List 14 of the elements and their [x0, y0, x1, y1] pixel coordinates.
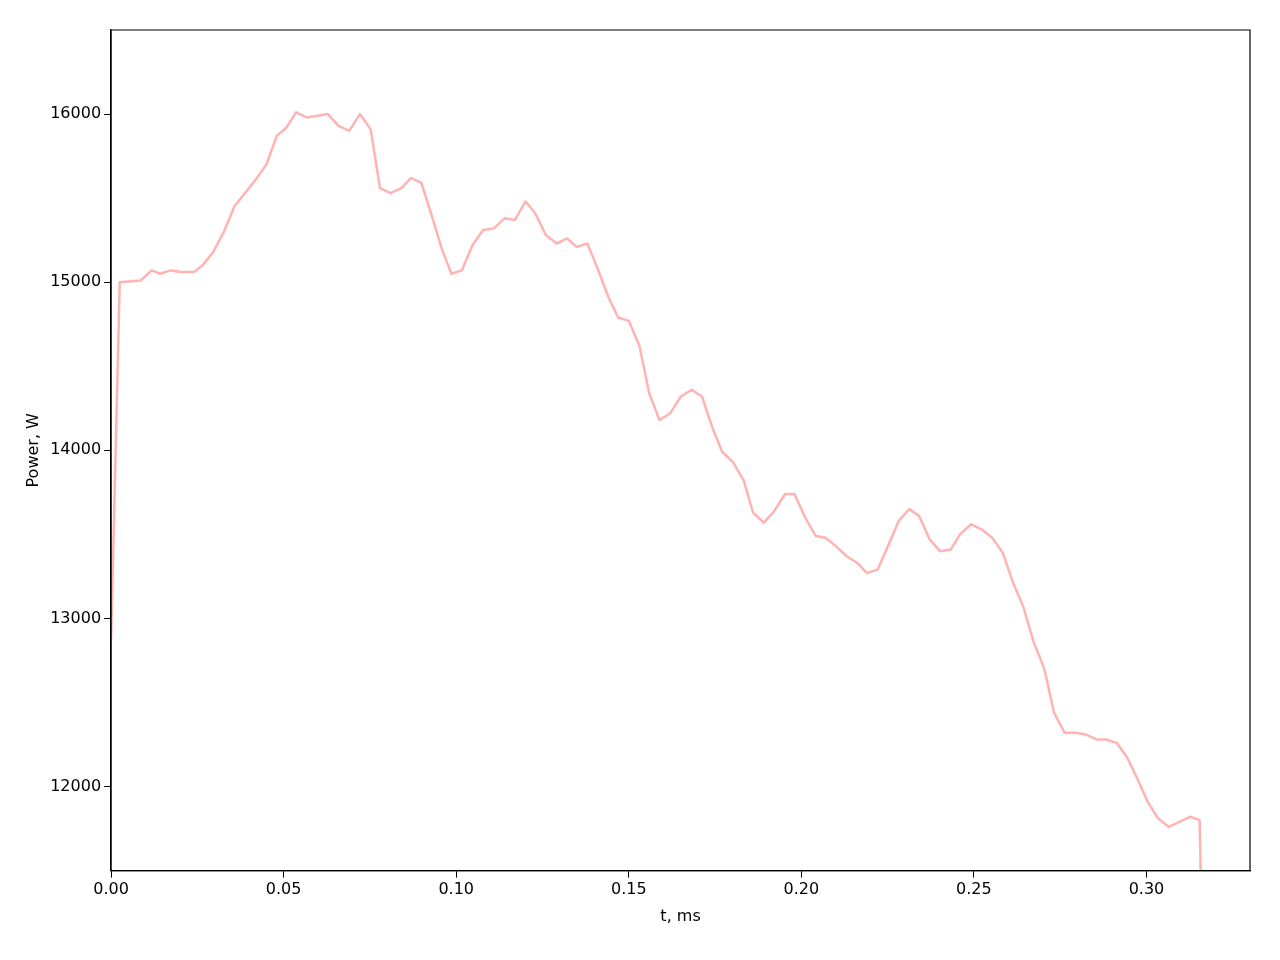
y-tick-label: 12000: [50, 775, 102, 795]
x-tick-label: 0.20: [783, 879, 820, 899]
y-tick-label: 15000: [50, 271, 102, 291]
x-tick-label: 0.15: [610, 879, 647, 899]
y-tick-label: 14000: [50, 439, 102, 459]
x-tick-label: 0.00: [93, 879, 129, 899]
x-tick-label: 0.25: [956, 879, 992, 899]
y-tick-label: 13000: [50, 607, 102, 627]
x-axis-title: t, ms: [660, 905, 701, 925]
y-axis-title: Power, W: [22, 412, 42, 488]
x-tick-label: 0.30: [1128, 879, 1165, 899]
y-tick-label: 16000: [50, 103, 102, 123]
x-tick-label: 0.10: [438, 879, 475, 899]
x-tick-label: 0.05: [265, 879, 302, 899]
